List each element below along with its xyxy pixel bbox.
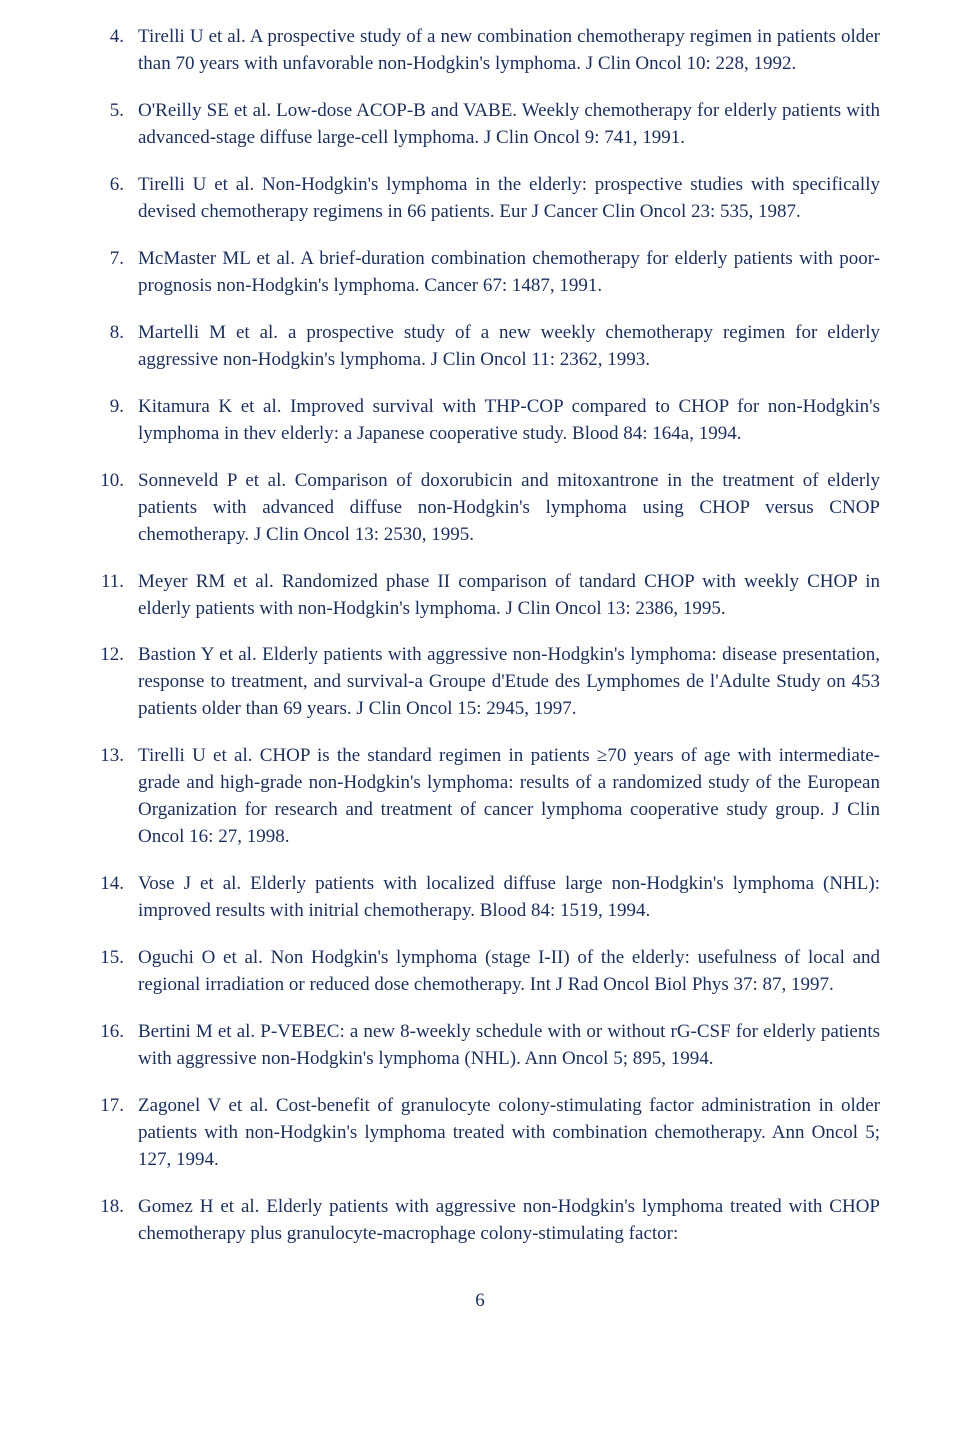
reference-text: Bertini M et al. P-VEBEC: a new 8-weekly… — [138, 1021, 880, 1069]
reference-text: Gomez H et al. Elderly patients with agg… — [138, 1196, 880, 1244]
reference-item: Martelli M et al. a prospective study of… — [80, 320, 880, 374]
reference-item: Tirelli U et al. CHOP is the standard re… — [80, 743, 880, 851]
reference-text: Tirelli U et al. Non-Hodgkin's lymphoma … — [138, 174, 880, 222]
reference-item: Gomez H et al. Elderly patients with agg… — [80, 1194, 880, 1248]
reference-text: Martelli M et al. a prospective study of… — [138, 322, 880, 370]
reference-item: Zagonel V et al. Cost-benefit of granulo… — [80, 1093, 880, 1174]
reference-text: O'Reilly SE et al. Low-dose ACOP-B and V… — [138, 100, 880, 148]
reference-item: Bastion Y et al. Elderly patients with a… — [80, 642, 880, 723]
reference-item: Sonneveld P et al. Comparison of doxorub… — [80, 468, 880, 549]
reference-item: Bertini M et al. P-VEBEC: a new 8-weekly… — [80, 1019, 880, 1073]
reference-list: Tirelli U et al. A prospective study of … — [80, 24, 880, 1248]
reference-item: Oguchi O et al. Non Hodgkin's lymphoma (… — [80, 945, 880, 999]
reference-item: Meyer RM et al. Randomized phase II comp… — [80, 569, 880, 623]
reference-item: Vose J et al. Elderly patients with loca… — [80, 871, 880, 925]
reference-text: Meyer RM et al. Randomized phase II comp… — [138, 571, 880, 619]
reference-item: McMaster ML et al. A brief-duration comb… — [80, 246, 880, 300]
reference-text: Oguchi O et al. Non Hodgkin's lymphoma (… — [138, 947, 880, 995]
reference-text: Tirelli U et al. A prospective study of … — [138, 26, 880, 74]
reference-item: Kitamura K et al. Improved survival with… — [80, 394, 880, 448]
reference-item: Tirelli U et al. A prospective study of … — [80, 24, 880, 78]
reference-text: Zagonel V et al. Cost-benefit of granulo… — [138, 1095, 880, 1170]
reference-text: McMaster ML et al. A brief-duration comb… — [138, 248, 880, 296]
reference-item: O'Reilly SE et al. Low-dose ACOP-B and V… — [80, 98, 880, 152]
reference-text: Tirelli U et al. CHOP is the standard re… — [138, 745, 880, 847]
reference-item: Tirelli U et al. Non-Hodgkin's lymphoma … — [80, 172, 880, 226]
reference-text: Sonneveld P et al. Comparison of doxorub… — [138, 470, 880, 545]
reference-text: Bastion Y et al. Elderly patients with a… — [138, 644, 880, 719]
reference-text: Kitamura K et al. Improved survival with… — [138, 396, 880, 444]
reference-text: Vose J et al. Elderly patients with loca… — [138, 873, 880, 921]
page-number: 6 — [80, 1288, 880, 1315]
